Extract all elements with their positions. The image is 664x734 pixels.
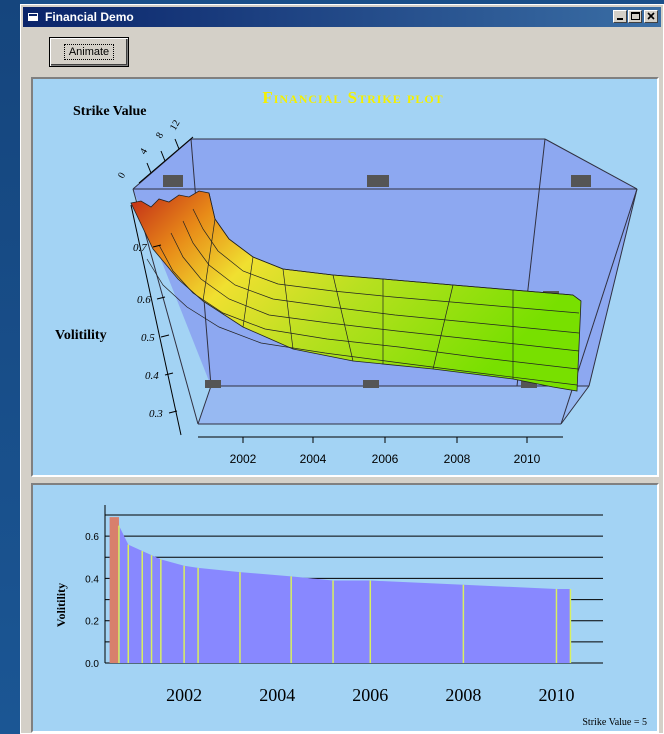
year-tick-2002: 2002 bbox=[230, 452, 257, 466]
y-ticks: 0.0 0.2 0.4 0.6 bbox=[85, 532, 99, 670]
year-tick-2010: 2010 bbox=[514, 452, 541, 466]
slice-chart: Volitility 0.0 0.2 0.4 0.6 2002 2004 2006 2008… bbox=[54, 505, 647, 728]
initial-band bbox=[109, 517, 119, 663]
y-tick-label: 0.6 bbox=[85, 532, 99, 543]
plot-title: Financial Strike plot bbox=[262, 88, 443, 107]
strike-value-annotation: Strike Value = 5 bbox=[582, 717, 647, 728]
volatility-area bbox=[109, 517, 571, 663]
strike-tick-4: 4 bbox=[138, 147, 150, 157]
strike-ticks: 0 4 8 12 bbox=[116, 118, 183, 180]
maximize-icon[interactable] bbox=[628, 10, 642, 23]
volatility-ticks: 0.7 0.6 0.5 0.4 0.3 bbox=[133, 242, 163, 420]
window-title: Financial Demo bbox=[45, 10, 134, 24]
volatility-axis-label: Volitility bbox=[55, 328, 107, 343]
strike-tick-8: 8 bbox=[154, 131, 166, 141]
surface-plot-panel: Financial Strike plot bbox=[31, 77, 659, 477]
series-layer bbox=[109, 517, 572, 663]
y-tick-label: 0.2 bbox=[85, 617, 99, 628]
strike-axis-label: Strike Value bbox=[73, 104, 147, 119]
vol-tick-0-6: 0.6 bbox=[137, 294, 151, 306]
year-tick-2008: 2008 bbox=[444, 452, 471, 466]
year-tick-2004: 2004 bbox=[300, 452, 327, 466]
x-tick-label: 2002 bbox=[166, 685, 202, 705]
app-window: Financial Demo Animate Financi bbox=[20, 4, 664, 734]
minimize-icon[interactable] bbox=[613, 10, 627, 23]
x-ticks: 2002 2004 2006 2008 2010 bbox=[166, 685, 574, 705]
year-tick-2006: 2006 bbox=[372, 452, 399, 466]
desktop-background bbox=[0, 0, 20, 734]
slice-ylabel: Volitility bbox=[54, 583, 68, 627]
x-tick-label: 2008 bbox=[445, 685, 481, 705]
x-tick-label: 2004 bbox=[259, 685, 295, 705]
vol-tick-0-3: 0.3 bbox=[149, 408, 163, 420]
surface-mesh bbox=[146, 192, 580, 386]
x-tick-label: 2010 bbox=[538, 685, 574, 705]
vol-tick-0-5: 0.5 bbox=[141, 332, 155, 344]
strike-tick-0: 0 bbox=[116, 171, 128, 181]
y-tick-label: 0.0 bbox=[85, 659, 99, 670]
strike-tick-12: 12 bbox=[168, 118, 183, 132]
animate-button[interactable]: Animate bbox=[49, 37, 129, 67]
title-bar[interactable]: Financial Demo bbox=[23, 7, 661, 27]
surface-plot: Financial Strike plot bbox=[55, 88, 638, 466]
close-icon[interactable] bbox=[644, 10, 658, 23]
animate-button-label: Animate bbox=[63, 44, 115, 60]
plot-box-floor bbox=[198, 386, 589, 424]
x-tick-label: 2006 bbox=[352, 685, 388, 705]
app-icon bbox=[28, 13, 38, 21]
vol-tick-0-4: 0.4 bbox=[145, 370, 159, 382]
year-ticks: 2002 2004 2006 2008 2010 bbox=[230, 452, 541, 466]
y-tick-label: 0.4 bbox=[85, 574, 99, 585]
slice-chart-panel: Volitility 0.0 0.2 0.4 0.6 2002 2004 2006 2008… bbox=[31, 483, 659, 733]
